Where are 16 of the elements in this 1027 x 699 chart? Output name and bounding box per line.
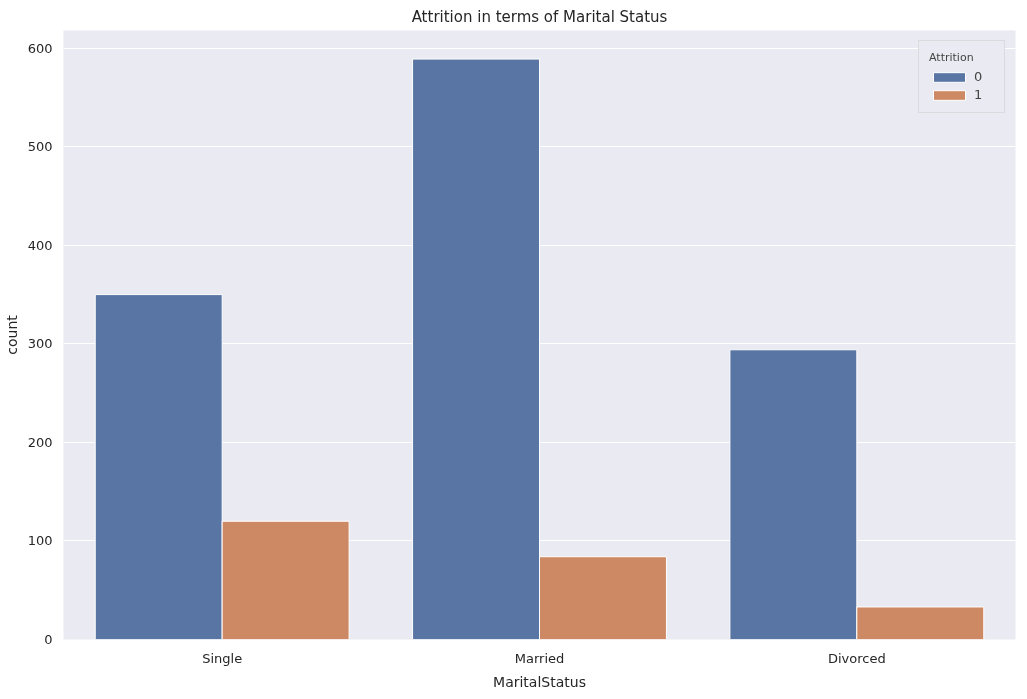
y-axis-title: count <box>3 314 20 355</box>
chart-title: Attrition in terms of Marital Status <box>411 7 668 26</box>
legend-label: 1 <box>974 87 984 102</box>
y-tick-label: 100 <box>27 533 53 549</box>
y-tick-label: 400 <box>27 237 53 253</box>
legend-label: 0 <box>974 69 984 84</box>
y-tick-label: 500 <box>27 139 53 155</box>
legend-title: Attrition <box>929 51 975 64</box>
x-tick-label: Single <box>202 650 243 666</box>
y-tick-label: 600 <box>27 40 53 56</box>
x-tick-label: Married <box>514 650 565 666</box>
x-tick-label: Divorced <box>827 650 886 666</box>
y-tick-label: 300 <box>27 336 53 352</box>
x-axis-title: MaritalStatus <box>493 673 586 690</box>
y-tick-label: 0 <box>44 632 53 647</box>
y-tick-label: 200 <box>27 434 53 450</box>
